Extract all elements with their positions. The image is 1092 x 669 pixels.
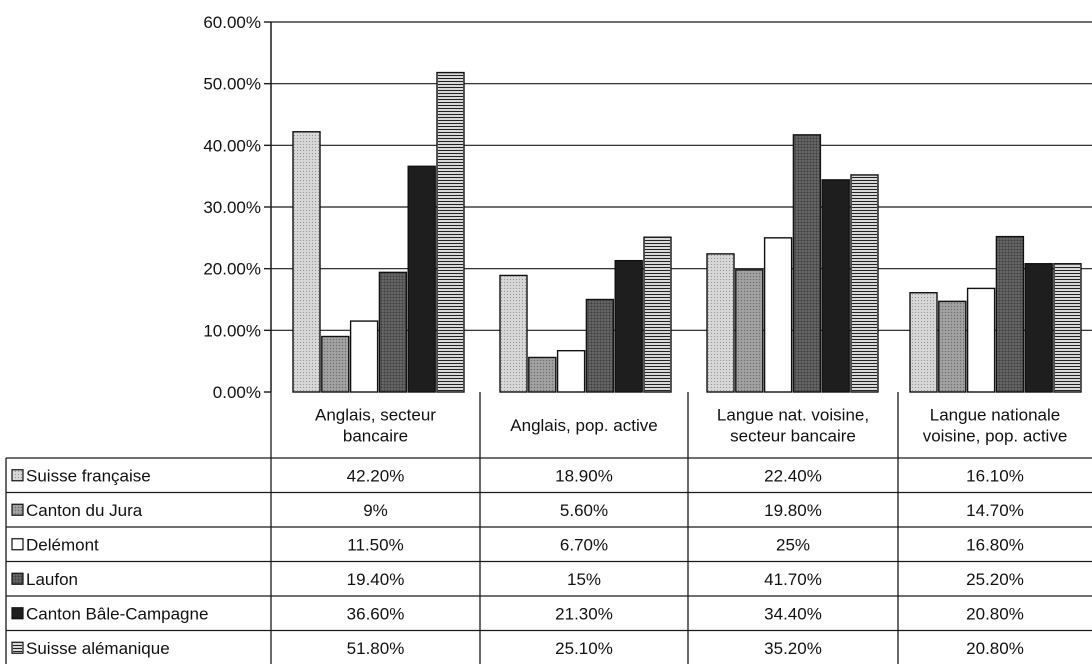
y-tick-label: 50.00% [203, 75, 261, 94]
data-label: 51.80% [347, 639, 405, 658]
legend-swatch [11, 538, 24, 551]
legend-swatch-pattern [13, 470, 22, 480]
y-tick-label: 40.00% [203, 136, 261, 155]
y-tick-label: 0.00% [213, 383, 261, 402]
bar-pattern [322, 337, 348, 391]
bar [1024, 263, 1053, 393]
data-label: 36.60% [347, 604, 405, 623]
data-label: 15% [567, 570, 601, 589]
bar-pattern [645, 238, 670, 391]
bar-pattern [294, 132, 319, 391]
bar-pattern [529, 358, 555, 391]
data-label: 41.70% [764, 570, 822, 589]
legend-label: Delémont [26, 535, 99, 554]
data-label: 5.60% [560, 501, 608, 520]
data-label: 19.80% [764, 501, 822, 520]
data-label: 6.70% [560, 535, 608, 554]
bar-pattern [1055, 264, 1080, 391]
bar-pattern [794, 135, 820, 391]
data-label: 9% [363, 501, 388, 520]
bar-pattern [708, 254, 733, 391]
data-label: 11.50% [347, 535, 403, 554]
bar-pattern [380, 273, 406, 391]
bars-layer [292, 71, 1082, 393]
data-label: 19.40% [347, 570, 405, 589]
data-label: 18.90% [555, 466, 613, 485]
bar-pattern [939, 302, 965, 391]
legend-swatch-pattern [13, 505, 22, 515]
data-label: 21.30% [555, 604, 613, 623]
data-label: 16.10% [966, 466, 1024, 485]
legend-swatch [11, 607, 24, 620]
category-label: bancaire [343, 427, 408, 446]
bar [763, 237, 793, 393]
bar [407, 165, 436, 393]
data-label: 14.70% [966, 501, 1024, 520]
y-tick-label: 60.00% [203, 13, 261, 32]
bar-pattern [911, 293, 936, 391]
category-label: Langue nat. voisine, [717, 406, 869, 425]
bar [966, 287, 996, 393]
data-label: 35.20% [764, 639, 822, 658]
legend-label: Canton du Jura [26, 501, 143, 520]
legend-label: Suisse française [26, 466, 151, 485]
bar-pattern [736, 270, 762, 391]
data-label: 42.20% [347, 466, 405, 485]
bar [614, 259, 643, 393]
y-tick-label: 10.00% [203, 321, 261, 340]
bar [556, 349, 586, 393]
data-label: 20.80% [966, 639, 1024, 658]
legend-swatch-pattern [13, 574, 22, 584]
bar-pattern [997, 237, 1023, 391]
bar [349, 320, 379, 393]
legend-label: Canton Bâle-Campagne [26, 604, 208, 623]
category-label: Anglais, secteur [315, 406, 436, 425]
bar-pattern [501, 276, 526, 391]
y-tick-label: 20.00% [203, 260, 261, 279]
legend-label: Laufon [26, 570, 78, 589]
bar [821, 179, 850, 393]
bar-pattern [587, 300, 613, 391]
y-axis: 0.00% 10.00% 20.00% 30.00% 40.00% 50.00% 60.00… [203, 13, 272, 402]
data-label: 25.20% [966, 570, 1024, 589]
legend-label: Suisse alémanique [26, 639, 170, 658]
category-label: Anglais, pop. active [510, 416, 657, 435]
bar-pattern [852, 175, 877, 391]
category-label: secteur bancaire [730, 427, 856, 446]
data-label: 25% [776, 535, 810, 554]
data-label: 16.80% [966, 535, 1024, 554]
bar-pattern [438, 73, 463, 392]
y-tick-label: 30.00% [203, 198, 261, 217]
category-label: voisine, pop. active [923, 427, 1068, 446]
legend-swatch-pattern [13, 643, 22, 653]
data-label: 25.10% [555, 639, 613, 658]
data-label: 20.80% [966, 604, 1024, 623]
data-table: Anglais, secteur bancaire Anglais, pop. ac… [5, 392, 1092, 664]
data-label: 22.40% [764, 466, 822, 485]
category-label: Langue nationale [930, 406, 1060, 425]
data-label: 34.40% [764, 604, 822, 623]
